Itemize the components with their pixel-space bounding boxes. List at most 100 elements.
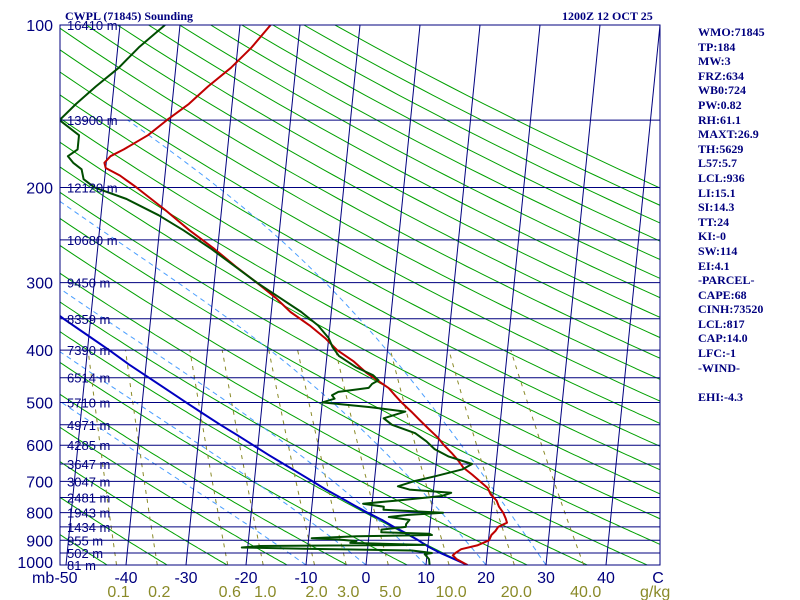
dry-adiabat — [60, 94, 660, 424]
height-label: 4971 m — [67, 418, 110, 433]
title-right: 1200Z 12 OCT 25 — [562, 9, 653, 23]
index-item: SI:14.3 — [698, 200, 735, 215]
isotherm — [0, 13, 1, 576]
index-item: RH:61.1 — [698, 112, 741, 127]
mixing-ratio-line — [268, 349, 315, 565]
index-item: TH:5629 — [698, 141, 744, 156]
index-item: TT:24 — [698, 214, 730, 229]
y-axis-unit-label: mb — [32, 570, 54, 587]
index-item: MW:3 — [698, 54, 731, 69]
index-item: FRZ:634 — [698, 68, 744, 83]
index-item: TP:184 — [698, 39, 736, 54]
mixing-ratio-label: 0.6 — [219, 584, 241, 600]
mixing-ratio-label: 10.0 — [436, 584, 467, 600]
index-item: SW:114 — [698, 243, 738, 258]
dry-adiabat — [60, 244, 649, 565]
index-item: EHI:-4.3 — [698, 389, 743, 404]
dry-adiabat — [60, 426, 289, 565]
pressure-label: 100 — [26, 18, 53, 35]
dry-adiabat — [209, 25, 660, 261]
temperature-label: 10 — [417, 570, 435, 587]
temperature-label: 40 — [597, 570, 615, 587]
pressure-label: 400 — [26, 343, 53, 360]
height-label: 13900 m — [67, 113, 118, 128]
temperature-label: 20 — [477, 570, 495, 587]
dry-adiabat — [60, 27, 660, 359]
isotherm — [485, 25, 541, 565]
mixing-ratio-label: 2.0 — [305, 584, 327, 600]
mixing-ratio-label: 40.0 — [570, 584, 601, 600]
temperature-label: -50 — [54, 570, 77, 587]
height-label: 12120 m — [67, 181, 118, 196]
mixing-ratio-label: 0.1 — [107, 584, 129, 600]
temperature-label: -40 — [114, 570, 137, 587]
index-item: LI:15.1 — [698, 185, 736, 200]
mixing-ratio-label: 3.0 — [337, 584, 359, 600]
dry-adiabat — [60, 301, 529, 565]
dry-adiabat — [60, 496, 169, 565]
dewpoint-trace — [60, 25, 474, 565]
height-label: 502 m — [67, 546, 103, 561]
index-item: L57:5.7 — [698, 156, 737, 171]
index-item: LCL:936 — [698, 170, 745, 185]
index-item: -WIND- — [698, 360, 740, 375]
pressure-label: 200 — [26, 181, 53, 198]
index-item: LCL:817 — [698, 316, 745, 331]
isotherm — [305, 25, 361, 565]
pressure-label: 900 — [26, 533, 53, 550]
dry-adiabat — [85, 25, 660, 339]
pressure-label: 500 — [26, 395, 53, 412]
mixing-ratio-label: 0.2 — [148, 584, 170, 600]
dry-adiabat — [60, 117, 660, 447]
dry-adiabat — [0, 13, 4, 576]
height-label: 955 m — [67, 533, 103, 548]
dry-adiabat — [116, 25, 660, 318]
moist-adiabat — [60, 351, 367, 565]
isotherm — [605, 25, 660, 565]
temperature-label: -30 — [174, 570, 197, 587]
height-label: 8359 m — [67, 312, 110, 327]
isotherm — [185, 25, 241, 565]
parcel-trace — [60, 314, 468, 565]
temperature-trace — [103, 25, 508, 565]
height-label: 1943 m — [67, 506, 110, 521]
index-item: LFC:-1 — [698, 346, 736, 361]
height-label: 6514 m — [67, 371, 110, 386]
pressure-label: 800 — [26, 506, 53, 523]
index-item: MAXT:26.9 — [698, 127, 759, 142]
dry-adiabat — [60, 191, 660, 520]
isotherm — [60, 25, 61, 31]
dry-adiabat — [60, 71, 660, 402]
index-item: CAPE:68 — [698, 287, 747, 302]
dry-adiabat — [60, 393, 349, 565]
height-label: 7390 m — [67, 343, 110, 358]
x-axis-unit-label: C — [652, 570, 664, 587]
moist-adiabat — [60, 288, 427, 565]
height-label: 9450 m — [67, 276, 110, 291]
dry-adiabat — [60, 272, 589, 565]
dry-adiabat — [60, 49, 660, 380]
index-item: EI:4.1 — [698, 258, 730, 273]
temperature-label: 30 — [537, 570, 555, 587]
dry-adiabat — [147, 25, 660, 299]
mixing-ratio-label: 5.0 — [379, 584, 401, 600]
temperature-label: 0 — [362, 570, 371, 587]
pressure-label: 700 — [26, 474, 53, 491]
height-label: 16410 m — [67, 18, 118, 33]
isotherm — [365, 25, 421, 565]
mixing-ratio-line — [297, 349, 347, 565]
title-left: CWPL (71845) Sounding — [65, 9, 194, 23]
moist-adiabat — [60, 400, 307, 565]
plot-area — [0, 13, 660, 576]
index-item: CAP:14.0 — [698, 331, 748, 346]
height-label: 5710 m — [67, 395, 110, 410]
pressure-label: 300 — [26, 276, 53, 293]
dry-adiabat — [60, 166, 660, 495]
height-label: 81 m — [67, 558, 96, 573]
index-item: PW:0.82 — [698, 97, 742, 112]
height-label: 3047 m — [67, 474, 110, 489]
pressure-label: 1000 — [17, 555, 53, 572]
isotherm — [545, 25, 601, 565]
height-label: 4285 m — [67, 438, 110, 453]
